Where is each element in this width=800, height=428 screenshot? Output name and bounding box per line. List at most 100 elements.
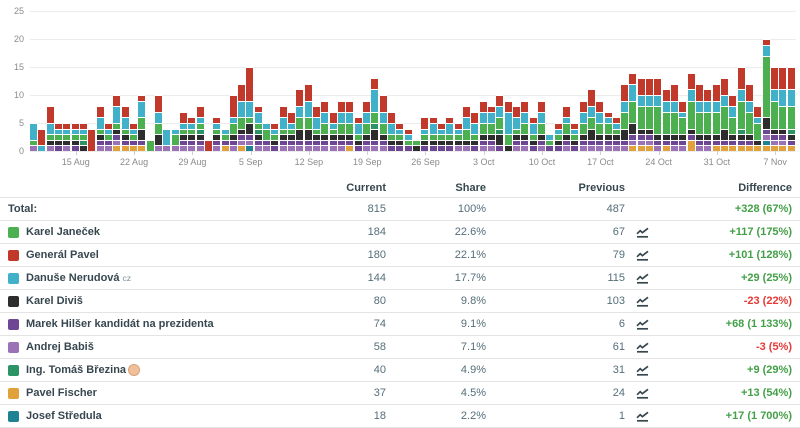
bar-day-61[interactable]: [529, 117, 537, 151]
bar-day-57[interactable]: [496, 95, 504, 151]
trend-icon-cell[interactable]: [625, 365, 660, 376]
bar-day-65[interactable]: [562, 106, 570, 151]
bar-day-23[interactable]: [213, 117, 221, 151]
bar-day-88[interactable]: [754, 106, 762, 151]
trend-chart-icon[interactable]: [636, 388, 649, 399]
bar-day-26[interactable]: [238, 83, 246, 151]
bar-day-87[interactable]: [746, 83, 754, 151]
trend-icon-cell[interactable]: [625, 319, 660, 330]
bar-day-86[interactable]: [737, 67, 745, 151]
trend-chart-icon[interactable]: [636, 250, 649, 261]
trend-chart-icon[interactable]: [636, 342, 649, 353]
bar-day-82[interactable]: [704, 89, 712, 151]
bar-day-69[interactable]: [596, 100, 604, 151]
bar-day-68[interactable]: [587, 89, 595, 151]
bar-day-47[interactable]: [413, 139, 421, 151]
trend-icon-cell[interactable]: [625, 227, 660, 238]
bar-day-40[interactable]: [354, 117, 362, 151]
bar-day-79[interactable]: [679, 100, 687, 151]
bar-day-71[interactable]: [612, 117, 620, 151]
bar-day-20[interactable]: [188, 117, 196, 151]
bar-day-72[interactable]: [621, 83, 629, 151]
trend-icon-cell[interactable]: [625, 273, 660, 284]
bar-day-48[interactable]: [421, 117, 429, 151]
bar-day-7[interactable]: [79, 123, 87, 151]
bar-day-3[interactable]: [46, 106, 54, 151]
bar-day-6[interactable]: [71, 123, 79, 151]
bar-day-80[interactable]: [687, 72, 695, 151]
bar-day-76[interactable]: [654, 78, 662, 151]
bar-day-55[interactable]: [479, 100, 487, 151]
trend-icon-cell[interactable]: [625, 342, 660, 353]
bar-day-51[interactable]: [446, 117, 454, 151]
bar-day-27[interactable]: [246, 67, 254, 151]
bar-day-30[interactable]: [271, 123, 279, 151]
bar-day-24[interactable]: [221, 128, 229, 151]
bar-day-81[interactable]: [696, 83, 704, 151]
bar-day-56[interactable]: [487, 106, 495, 151]
bar-day-39[interactable]: [346, 100, 354, 151]
bar-day-50[interactable]: [437, 123, 445, 151]
bar-day-85[interactable]: [729, 95, 737, 151]
trend-icon-cell[interactable]: [625, 296, 660, 307]
bar-day-18[interactable]: [171, 128, 179, 151]
bar-day-36[interactable]: [321, 100, 329, 151]
bar-day-60[interactable]: [521, 100, 529, 151]
bar-day-13[interactable]: [129, 123, 137, 151]
bar-day-37[interactable]: [329, 111, 337, 151]
bar-day-49[interactable]: [429, 117, 437, 151]
bar-day-78[interactable]: [671, 83, 679, 151]
bar-day-34[interactable]: [304, 83, 312, 151]
bar-day-83[interactable]: [712, 83, 720, 151]
bar-day-15[interactable]: [146, 139, 154, 151]
bar-day-33[interactable]: [296, 89, 304, 151]
bar-day-28[interactable]: [254, 106, 262, 151]
bar-day-59[interactable]: [512, 106, 520, 151]
bar-day-17[interactable]: [163, 128, 171, 151]
trend-icon-cell[interactable]: [625, 411, 660, 422]
bar-day-54[interactable]: [471, 111, 479, 151]
bar-day-8[interactable]: [88, 128, 96, 151]
bar-day-21[interactable]: [196, 106, 204, 151]
bar-day-41[interactable]: [363, 100, 371, 151]
bar-day-64[interactable]: [554, 123, 562, 151]
bar-day-90[interactable]: [771, 67, 779, 151]
bar-day-44[interactable]: [388, 111, 396, 151]
bar-day-5[interactable]: [63, 123, 71, 151]
bar-day-38[interactable]: [338, 100, 346, 151]
bar-day-66[interactable]: [571, 123, 579, 151]
bar-day-84[interactable]: [721, 78, 729, 151]
bar-day-31[interactable]: [279, 106, 287, 151]
bar-day-92[interactable]: [787, 67, 795, 151]
bar-day-11[interactable]: [113, 95, 121, 151]
bar-day-29[interactable]: [263, 123, 271, 151]
bar-day-32[interactable]: [288, 111, 296, 151]
trend-icon-cell[interactable]: [625, 388, 660, 399]
bar-day-74[interactable]: [637, 78, 645, 151]
bar-day-10[interactable]: [104, 123, 112, 151]
bar-day-42[interactable]: [371, 78, 379, 151]
bar-day-35[interactable]: [313, 106, 321, 151]
bar-day-43[interactable]: [379, 95, 387, 151]
trend-chart-icon[interactable]: [636, 319, 649, 330]
bar-day-67[interactable]: [579, 100, 587, 151]
bar-day-19[interactable]: [179, 111, 187, 151]
bar-day-9[interactable]: [96, 106, 104, 151]
trend-chart-icon[interactable]: [636, 296, 649, 307]
trend-chart-icon[interactable]: [636, 365, 649, 376]
bar-day-58[interactable]: [504, 100, 512, 151]
bar-day-53[interactable]: [462, 106, 470, 151]
bar-day-73[interactable]: [629, 72, 637, 151]
bar-day-52[interactable]: [454, 123, 462, 151]
trend-chart-icon[interactable]: [636, 411, 649, 422]
trend-icon-cell[interactable]: [625, 250, 660, 261]
bar-day-62[interactable]: [537, 100, 545, 151]
bar-day-4[interactable]: [54, 123, 62, 151]
bar-day-91[interactable]: [779, 67, 787, 151]
bar-day-14[interactable]: [138, 95, 146, 151]
bar-day-89[interactable]: [762, 39, 770, 151]
bar-day-12[interactable]: [121, 106, 129, 151]
bar-day-46[interactable]: [404, 128, 412, 151]
bar-day-16[interactable]: [154, 95, 162, 151]
trend-chart-icon[interactable]: [636, 227, 649, 238]
